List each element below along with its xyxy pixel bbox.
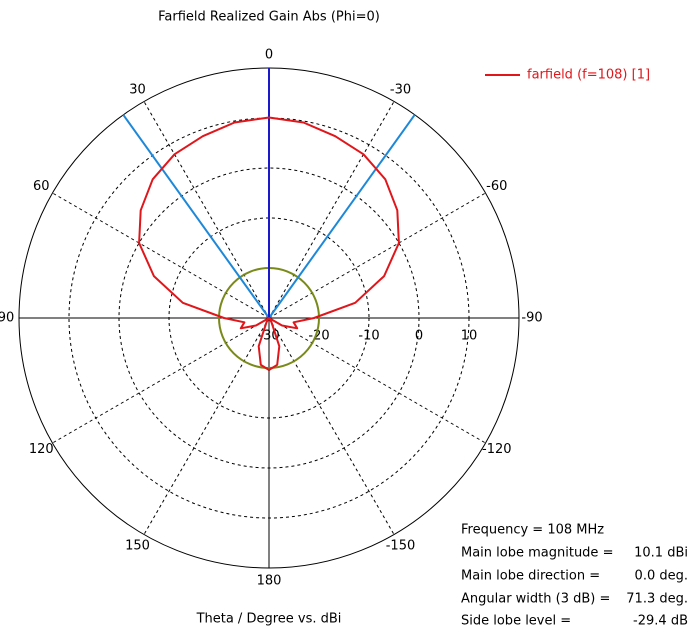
- theta-tick-label: 90: [0, 311, 14, 326]
- annotation-value: 0.0 deg.: [635, 569, 688, 584]
- beam-edge: [122, 114, 270, 319]
- spoke: [52, 192, 270, 319]
- series-line: [138, 116, 400, 371]
- theta-tick-label: -60: [486, 179, 507, 194]
- theta-tick-label: -30: [390, 83, 411, 98]
- theta-tick-label: 180: [257, 574, 282, 589]
- r-tick-label: -20: [308, 329, 329, 344]
- theta-tick-label: 120: [29, 442, 54, 457]
- r-tick-label: 0: [415, 329, 423, 344]
- theta-tick-label: -90: [521, 311, 542, 326]
- annotation-label: Main lobe magnitude =: [461, 546, 613, 561]
- spoke: [268, 317, 395, 535]
- r-tick-label: -10: [358, 329, 379, 344]
- r-tick-label: 10: [461, 329, 478, 344]
- annotation-label: Main lobe direction =: [461, 569, 600, 584]
- axis-label: Theta / Degree vs. dBi: [196, 612, 342, 627]
- legend-label: farfield (f=108) [1]: [527, 68, 650, 83]
- theta-tick-label: 30: [129, 83, 146, 98]
- annotation-value: 71.3 deg.: [626, 592, 688, 607]
- theta-tick-label: 0: [265, 48, 273, 63]
- theta-tick-label: -120: [482, 442, 512, 457]
- annotation-label: Side lobe level =: [461, 614, 571, 629]
- annotation-label: Angular width (3 dB) =: [461, 592, 610, 607]
- spoke: [268, 192, 486, 319]
- beam-edge: [268, 114, 416, 319]
- theta-tick-label: -150: [386, 538, 416, 553]
- annotation-value: 10.1 dBi: [634, 546, 688, 561]
- annotation-value: -29.4 dB: [633, 614, 688, 629]
- annotation-label: Frequency = 108 MHz: [461, 523, 604, 538]
- spoke: [52, 317, 270, 444]
- spoke: [143, 317, 270, 535]
- theta-tick-label: 60: [33, 179, 50, 194]
- theta-tick-label: 150: [125, 538, 150, 553]
- chart-title: Farfield Realized Gain Abs (Phi=0): [158, 10, 380, 25]
